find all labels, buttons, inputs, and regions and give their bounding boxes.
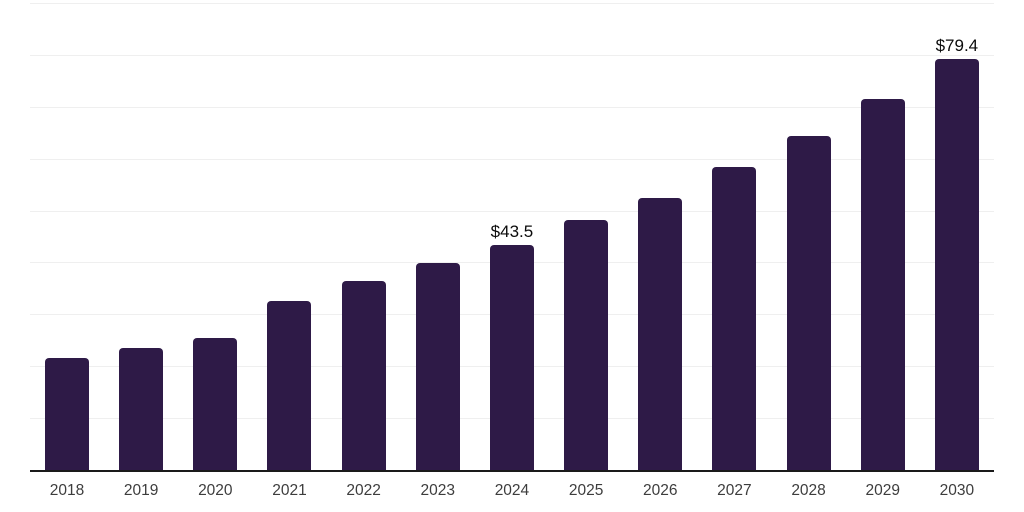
- x-tick-2023: 2023: [420, 482, 456, 499]
- x-tick-2025: 2025: [568, 482, 604, 499]
- bar-cell-2025: [564, 4, 609, 471]
- bar-2024[interactable]: [489, 245, 534, 471]
- bar-cell-2026: [638, 4, 683, 471]
- x-tick-2027: 2027: [717, 482, 752, 499]
- plot-area: $43.5 $79.4: [30, 3, 994, 472]
- bar-2030[interactable]: [934, 59, 979, 471]
- bar-cell-2023: [415, 4, 460, 471]
- data-label-2030: $79.4: [935, 36, 979, 56]
- x-tick-2028: 2028: [791, 482, 826, 499]
- bar-cell-2028: [786, 4, 831, 471]
- bar-2019[interactable]: [119, 348, 164, 471]
- gridline-90: [30, 3, 994, 4]
- bar-cell-2020: [193, 4, 238, 471]
- x-tick-2029: 2029: [865, 482, 900, 499]
- bar-cell-2027: [712, 4, 757, 471]
- bar-cell-2022: [341, 4, 386, 471]
- x-tick-2026: 2026: [643, 482, 678, 499]
- bar-2029[interactable]: [860, 98, 905, 471]
- bar-2025[interactable]: [564, 220, 609, 471]
- gridline-50: [30, 210, 994, 212]
- bar-2028[interactable]: [786, 135, 831, 471]
- bar-cell-2029: [860, 4, 905, 471]
- x-tick-2022: 2022: [346, 482, 381, 499]
- gridline-60: [30, 158, 994, 160]
- bar-2020[interactable]: [193, 338, 238, 471]
- bar-2026[interactable]: [638, 197, 683, 471]
- bar-cell-2019: [119, 4, 164, 471]
- bar-cell-2024: $43.5: [489, 4, 534, 471]
- x-tick-2020: 2020: [198, 482, 233, 499]
- x-axis-line: [30, 470, 994, 472]
- x-tick-2019: 2019: [123, 482, 159, 499]
- gridline-70: [30, 106, 994, 108]
- x-tick-2021: 2021: [272, 482, 307, 499]
- bars: $43.5 $79.4: [30, 4, 994, 471]
- bar-cell-2030: $79.4: [934, 4, 979, 471]
- x-tick-2018: 2018: [49, 482, 85, 499]
- data-label-2024: $43.5: [490, 222, 534, 242]
- bar-cell-2018: [45, 4, 89, 471]
- bar-2022[interactable]: [341, 280, 386, 471]
- bar-2023[interactable]: [415, 263, 460, 471]
- x-axis: 2018 2019 2020 2021 2022 2023 2024 2025 2026 2027…: [30, 482, 994, 501]
- bar-2027[interactable]: [712, 167, 757, 471]
- bar-2018[interactable]: [45, 358, 89, 471]
- x-tick-2024: 2024: [494, 482, 530, 499]
- bar-cell-2021: [267, 4, 312, 471]
- bar-2021[interactable]: [267, 301, 312, 471]
- gridline-80: [30, 54, 994, 56]
- x-tick-2030: 2030: [939, 482, 975, 499]
